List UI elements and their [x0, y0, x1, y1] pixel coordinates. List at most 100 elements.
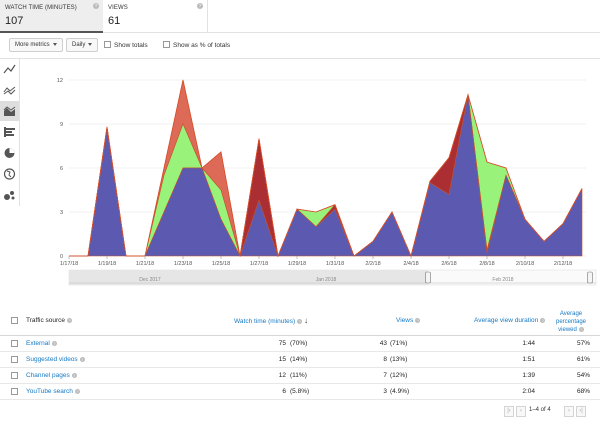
- help-icon[interactable]: ?: [197, 3, 203, 9]
- metric-cards: WATCH TIME (MINUTES) 107 ? VIEWS 61 ?: [0, 0, 600, 33]
- row-checkbox[interactable]: [11, 340, 18, 347]
- table-row[interactable]: External? 75 (70%) 43 (71%) 1:44 57%: [0, 336, 600, 352]
- more-metrics-label: More metrics: [15, 42, 50, 48]
- col-header-watch-time[interactable]: Watch time (minutes)? ↓: [234, 313, 308, 330]
- table-row[interactable]: Channel pages? 12 (11%) 7 (12%) 1:39 54%: [0, 368, 600, 384]
- col-header-views[interactable]: Views?: [396, 313, 421, 329]
- next-page-icon[interactable]: ›: [564, 406, 574, 417]
- x-tick-label: 1/17/18: [60, 261, 78, 267]
- help-icon[interactable]: ?: [297, 319, 303, 324]
- col-header-source[interactable]: Traffic source?: [26, 313, 73, 329]
- source-link[interactable]: External?: [26, 336, 57, 352]
- avg-pct-value: 57%: [576, 340, 590, 347]
- x-tick-label: 1/25/18: [212, 261, 230, 267]
- metric-label: VIEWS: [108, 5, 128, 11]
- source-label: External: [26, 340, 50, 347]
- area-series-external[interactable]: [69, 94, 583, 257]
- navigator-handle[interactable]: [587, 271, 593, 284]
- watch-time-pct: (70%): [290, 340, 308, 347]
- x-tick-label: 2/4/18: [403, 261, 418, 267]
- chevron-down-icon: [88, 42, 93, 46]
- col-label: Traffic source: [26, 317, 66, 324]
- multi-line-icon: [3, 86, 16, 95]
- interval-dropdown[interactable]: Daily: [66, 38, 99, 52]
- col-label: Watch time (minutes): [234, 318, 296, 325]
- metric-card-views[interactable]: VIEWS 61 ?: [103, 0, 208, 33]
- help-icon[interactable]: ?: [540, 318, 546, 323]
- metric-label: WATCH TIME (MINUTES): [5, 5, 77, 11]
- pie-chart-button[interactable]: [0, 143, 19, 163]
- bar-chart-button[interactable]: [0, 122, 19, 142]
- avg-duration-value: 1:39: [522, 372, 535, 379]
- line-chart-icon: [3, 64, 16, 74]
- interval-label: Daily: [72, 42, 86, 48]
- row-checkbox[interactable]: [11, 388, 18, 395]
- table-header-row: Traffic source? Watch time (minutes)? ↓ …: [0, 306, 600, 336]
- avg-duration-value: 1:44: [522, 340, 535, 347]
- sort-down-icon: ↓: [303, 316, 308, 325]
- more-metrics-button[interactable]: More metrics: [9, 38, 63, 52]
- x-tick-label: 1/21/18: [136, 261, 154, 267]
- chart-type-sidebar: [0, 59, 20, 206]
- row-checkbox[interactable]: [11, 372, 18, 379]
- avg-duration-value: 1:51: [522, 356, 535, 363]
- y-tick-label: 0: [60, 254, 63, 260]
- source-link[interactable]: Channel pages?: [26, 368, 77, 384]
- show-percent-label: Show as % of totals: [173, 42, 231, 49]
- range-navigator[interactable]: Dec 2017 Jan 2018 Feb 2018: [68, 269, 597, 286]
- avg-duration-value: 2:04: [522, 388, 535, 395]
- checkbox-icon[interactable]: [163, 41, 170, 48]
- metric-value: 61: [108, 15, 121, 27]
- watch-time-value: 15: [278, 356, 286, 363]
- col-label: Views: [396, 317, 414, 324]
- row-checkbox[interactable]: [11, 356, 18, 363]
- table-row[interactable]: YouTube search? 6 (5.8%) 3 (4.9%) 2:04 68%: [0, 384, 600, 400]
- source-link[interactable]: Suggested videos?: [26, 352, 85, 368]
- pie-chart-icon: [4, 148, 15, 158]
- help-icon[interactable]: ?: [79, 357, 85, 362]
- multi-line-button[interactable]: [0, 80, 19, 100]
- views-value: 7: [383, 372, 387, 379]
- bubble-chart-button[interactable]: [0, 185, 19, 205]
- prev-page-icon[interactable]: ‹: [516, 406, 526, 417]
- metric-card-watch-time[interactable]: WATCH TIME (MINUTES) 107 ?: [0, 0, 103, 33]
- source-link[interactable]: YouTube search?: [26, 384, 80, 400]
- x-tick-label: 2/10/18: [516, 261, 534, 267]
- x-axis: 1/17/18 1/19/18 1/21/18 1/23/18 1/25/18 1/27/…: [60, 256, 572, 267]
- select-all-checkbox[interactable]: [11, 317, 18, 324]
- avg-pct-value: 61%: [576, 356, 590, 363]
- help-icon[interactable]: ?: [71, 373, 77, 378]
- help-icon[interactable]: ?: [415, 318, 421, 323]
- traffic-source-chart: 0 3 6 9 12 1/17/18 1/19/18 1/21/18 1/23/18 1/25/…: [57, 78, 597, 286]
- source-label: Suggested videos: [26, 356, 78, 363]
- views-pct: (4.9%): [390, 388, 410, 395]
- x-tick-label: 1/29/18: [288, 261, 306, 267]
- stacked-area-icon: [3, 106, 16, 116]
- col-header-avg-pct[interactable]: Average percentage viewed?: [548, 310, 594, 334]
- col-header-avg-duration[interactable]: Average view duration?: [474, 313, 546, 329]
- globe-map-button[interactable]: [0, 164, 19, 184]
- col-label: Average view duration: [474, 317, 539, 324]
- watch-time-pct: (11%): [290, 372, 307, 379]
- help-icon[interactable]: ?: [51, 341, 57, 346]
- stacked-area-button[interactable]: [0, 101, 19, 121]
- table-row[interactable]: Suggested videos? 15 (14%) 8 (13%) 1:51 61%: [0, 352, 600, 368]
- help-icon[interactable]: ?: [93, 3, 99, 9]
- line-chart-button[interactable]: [0, 59, 19, 79]
- watch-time-pct: (14%): [290, 356, 308, 363]
- x-tick-label: 1/19/18: [98, 261, 116, 267]
- help-icon[interactable]: ?: [578, 327, 584, 332]
- last-page-icon[interactable]: ›|: [576, 406, 586, 417]
- show-percent-checkbox[interactable]: Show as % of totals: [163, 41, 230, 49]
- x-tick-label: 2/12/18: [554, 261, 572, 267]
- show-totals-checkbox[interactable]: Show totals: [104, 41, 148, 49]
- checkbox-icon[interactable]: [104, 41, 111, 48]
- chart-areas: [69, 79, 583, 258]
- globe-map-icon: [3, 168, 16, 180]
- first-page-icon[interactable]: |‹: [504, 406, 514, 417]
- navigator-handle[interactable]: [425, 271, 431, 284]
- help-icon[interactable]: ?: [67, 318, 73, 323]
- chart-toolbar: More metrics Daily Show totals Show as %…: [0, 33, 600, 59]
- help-icon[interactable]: ?: [74, 389, 80, 394]
- views-pct: (13%): [390, 356, 408, 363]
